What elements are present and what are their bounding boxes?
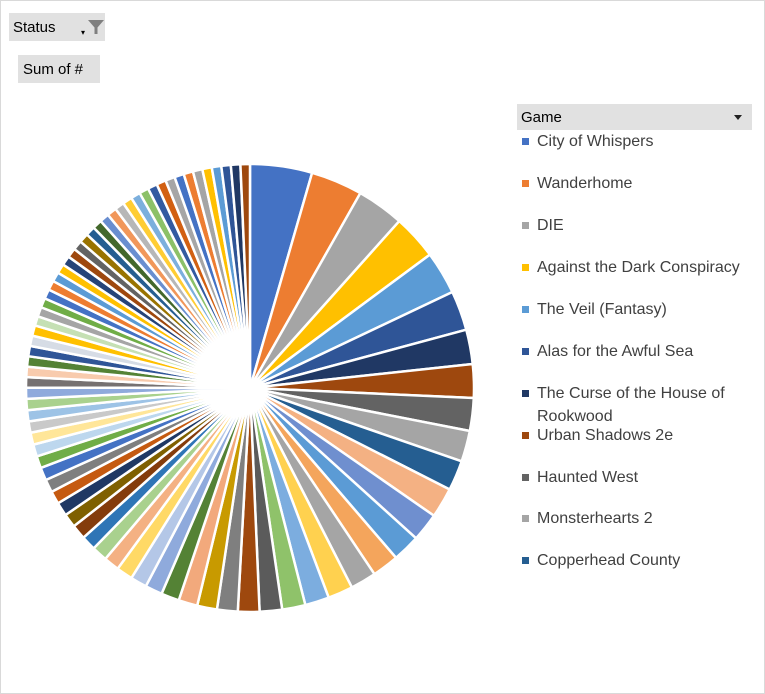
legend-swatch (522, 515, 529, 522)
legend-swatch (522, 390, 529, 397)
pie-slice[interactable] (239, 162, 252, 390)
legend-swatch (522, 264, 529, 271)
legend-label: Copperhead County (537, 552, 681, 569)
game-field-label: Game (521, 108, 562, 126)
filter-icon (88, 20, 104, 34)
legend-label: DIE (537, 217, 564, 234)
legend-label: Alas for the Awful Sea (537, 343, 694, 360)
sum-field-label: Sum of # (23, 60, 84, 78)
legend-swatch (522, 557, 529, 564)
chevron-down-icon (734, 115, 742, 120)
status-filter-button[interactable]: Status ▾ (9, 13, 105, 41)
legend-label: Against the Dark Conspiracy (537, 259, 740, 276)
legend-label: Urban Shadows 2e (537, 427, 674, 444)
legend-swatch (522, 474, 529, 481)
legend-label: Monsterhearts 2 (537, 510, 653, 527)
legend-label: The Veil (Fantasy) (537, 301, 667, 318)
game-field-button[interactable]: Game (517, 104, 752, 130)
legend-swatch (522, 138, 529, 145)
legend-swatch (522, 306, 529, 313)
legend-swatch (522, 348, 529, 355)
legend-label: City of Whispers (537, 133, 654, 150)
legend-swatch (522, 222, 529, 229)
legend-swatch (522, 180, 529, 187)
small-down-arrow-icon: ▾ (81, 28, 86, 37)
legend-label: The Curse of the House of Rookwood (537, 385, 725, 425)
legend-label: Haunted West (537, 469, 639, 486)
legend-label: Wanderhome (537, 175, 633, 192)
legend-swatch (522, 432, 529, 439)
sum-field-button[interactable]: Sum of # (18, 55, 100, 83)
status-field-label: Status (13, 18, 56, 36)
